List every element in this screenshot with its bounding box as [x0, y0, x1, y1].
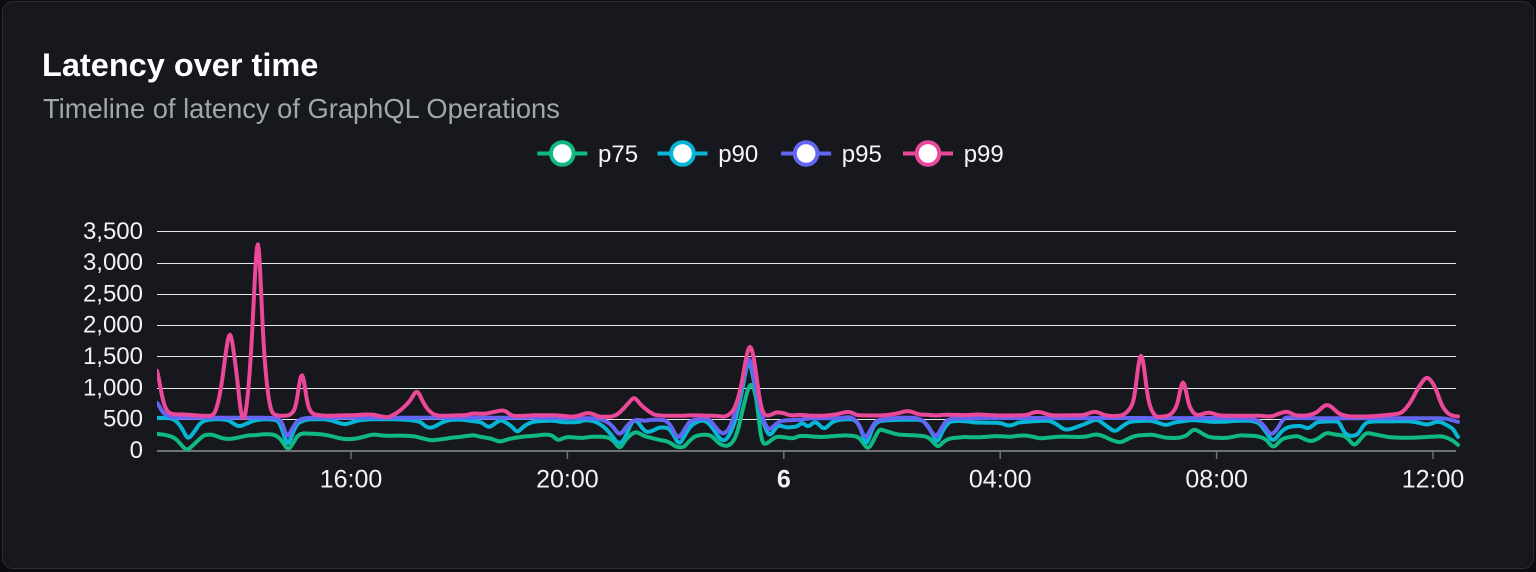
svg-text:p75: p75: [598, 141, 638, 168]
svg-text:1,000: 1,000: [83, 374, 143, 401]
svg-text:1,500: 1,500: [83, 343, 143, 370]
svg-text:2,500: 2,500: [83, 281, 143, 308]
svg-text:3,000: 3,000: [83, 249, 143, 276]
svg-text:20:00: 20:00: [536, 465, 599, 493]
svg-text:12:00: 12:00: [1402, 465, 1465, 493]
svg-text:04:00: 04:00: [969, 465, 1032, 493]
svg-text:0: 0: [130, 437, 143, 464]
svg-text:6: 6: [777, 465, 791, 493]
svg-text:p90: p90: [718, 141, 758, 168]
svg-text:3,500: 3,500: [83, 218, 143, 245]
svg-text:p99: p99: [964, 141, 1004, 168]
svg-text:16:00: 16:00: [320, 465, 383, 493]
svg-text:2,000: 2,000: [83, 312, 143, 339]
svg-text:500: 500: [103, 406, 143, 433]
svg-text:p95: p95: [842, 141, 882, 168]
svg-text:08:00: 08:00: [1185, 465, 1248, 493]
